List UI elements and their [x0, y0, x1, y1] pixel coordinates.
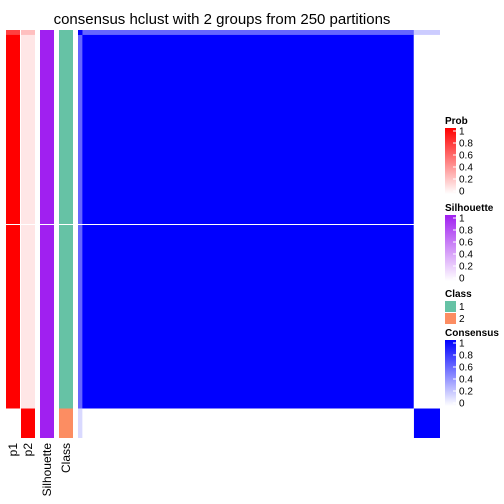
consensus-first-cell [78, 30, 83, 35]
consensus-first-col-group-2 [78, 408, 83, 438]
legend-tick-label: 0 [459, 399, 465, 410]
legend-label-class-2: 2 [459, 314, 465, 325]
legend-gradient-silhouette [445, 215, 456, 281]
legend-tick-label: 0.8 [459, 139, 473, 150]
legend-tick-label: 0.6 [459, 151, 473, 162]
consensus-block-1-1 [78, 30, 414, 409]
annotation-cell-p2-group-1 [21, 30, 35, 409]
annotation-cell-class-group-2 [59, 408, 73, 438]
annotation-cell-p2-group-2 [21, 408, 35, 438]
legend-tick-label: 0.2 [459, 175, 473, 186]
legend-tick-label: 1 [459, 127, 465, 138]
legend-title-prob: Prob [445, 116, 468, 127]
annotation-cell-silhouette-group-1 [40, 30, 54, 409]
legend-tick-label: 0.4 [459, 163, 473, 174]
legend-tick-label: 1 [459, 339, 465, 350]
consensus-first-row [82, 30, 414, 35]
consensus-matrix [6, 30, 440, 438]
annotation-columns [6, 30, 73, 438]
axis-label-p1: p1 [6, 443, 20, 457]
legend-tick-label: 0.4 [459, 375, 473, 386]
annotation-cell-p1-group-1 [6, 30, 20, 409]
legend-title-class: Class [445, 289, 472, 300]
consensus-first-row-group-2 [413, 30, 440, 35]
legend-tick-label: 0.4 [459, 250, 473, 261]
legend-tick-label: 0 [459, 274, 465, 285]
annotation-cell-p2-first-sample [21, 30, 35, 35]
axis-label-silhouette: Silhouette [40, 443, 54, 497]
consensus-block-2-2 [413, 408, 440, 438]
legend-tick-label: 0.2 [459, 262, 473, 273]
consensus-block-2-1 [78, 408, 414, 438]
axis-label-class: Class [59, 443, 73, 473]
legend-tick-label: 0.2 [459, 387, 473, 398]
annotation-cell-p1-first-sample [6, 30, 20, 35]
consensus-block-1-2 [413, 30, 440, 409]
legend-tick-label: 0 [459, 187, 465, 198]
axis-labels: p1 p2 Silhouette Class [6, 443, 73, 497]
legend-label-class-1: 1 [459, 302, 465, 313]
legends: Prob10.80.60.40.20Silhouette10.80.60.40.… [445, 116, 499, 410]
annotation-cell-p1-group-2 [6, 408, 20, 438]
legend-tick-label: 0.6 [459, 238, 473, 249]
legend-tick-label: 0.8 [459, 351, 473, 362]
legend-swatch-class-2 [445, 313, 456, 324]
legend-gradient-prob [445, 128, 456, 194]
legend-title-silhouette: Silhouette [445, 203, 494, 214]
axis-label-p2: p2 [21, 443, 35, 457]
legend-tick-label: 1 [459, 214, 465, 225]
legend-title-consensus: Consensus [445, 328, 499, 339]
legend-tick-label: 0.6 [459, 363, 473, 374]
legend-swatch-class-1 [445, 301, 456, 312]
legend-gradient-consensus [445, 340, 456, 406]
chart-title: consensus hclust with 2 groups from 250 … [54, 11, 391, 28]
annotation-cell-class-group-1 [59, 30, 73, 409]
annotation-cell-silhouette-group-2 [40, 408, 54, 438]
consensus-first-col [78, 34, 83, 409]
legend-tick-label: 0.8 [459, 226, 473, 237]
